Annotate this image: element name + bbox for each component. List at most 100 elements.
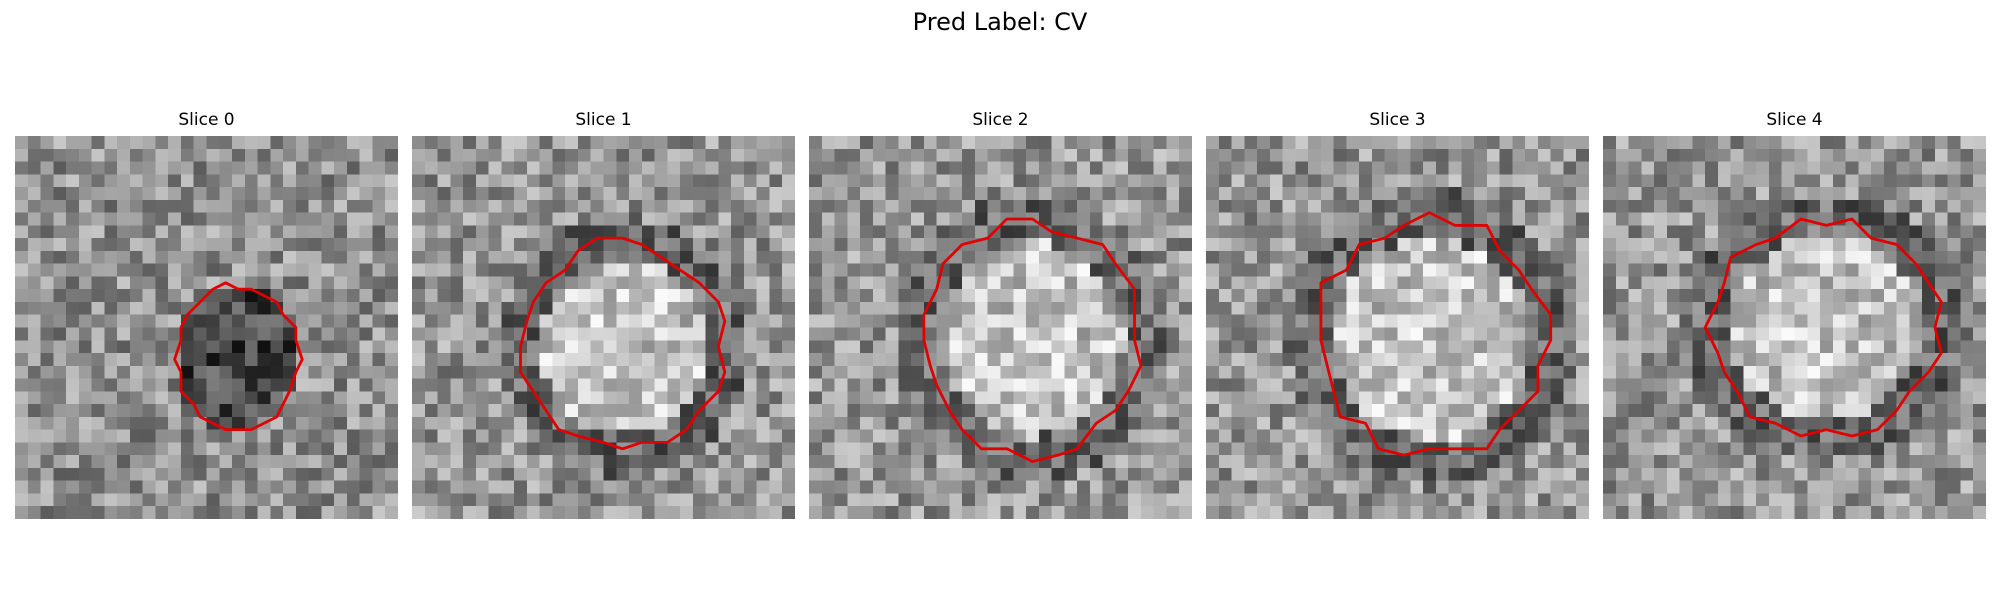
pixel	[1550, 238, 1564, 252]
pixel	[1807, 378, 1821, 392]
pixel	[1089, 174, 1103, 188]
pixel	[834, 161, 848, 175]
pixel	[1845, 467, 1859, 481]
pixel	[155, 289, 169, 303]
pixel	[1435, 161, 1449, 175]
pixel	[450, 250, 464, 264]
pixel	[1397, 199, 1411, 213]
pixel	[1576, 353, 1589, 367]
pixel	[1858, 493, 1872, 507]
pixel	[1820, 136, 1834, 150]
pixel	[577, 480, 591, 494]
pixel	[718, 416, 732, 430]
pixel	[923, 212, 937, 226]
pixel	[616, 148, 630, 162]
pixel	[1743, 148, 1757, 162]
pixel	[1807, 136, 1821, 150]
pixel	[1525, 148, 1539, 162]
pixel	[295, 136, 309, 150]
pixel	[1922, 263, 1936, 277]
pixel	[1474, 289, 1488, 303]
pixel	[949, 327, 963, 341]
pixel	[821, 161, 835, 175]
pixel	[359, 480, 373, 494]
pixel	[501, 467, 515, 481]
pixel	[1282, 212, 1296, 226]
pixel	[334, 442, 348, 456]
pixel	[385, 301, 398, 315]
pixel	[385, 480, 398, 494]
pixel	[654, 314, 668, 328]
pixel	[1333, 506, 1347, 519]
pixel	[257, 493, 271, 507]
pixel	[1474, 314, 1488, 328]
pixel	[1257, 493, 1271, 507]
pixel	[1743, 480, 1757, 494]
pixel	[53, 353, 67, 367]
pixel	[1218, 480, 1232, 494]
pixel	[1858, 289, 1872, 303]
pixel	[1576, 442, 1589, 456]
pixel	[718, 148, 732, 162]
pixel	[1563, 301, 1577, 315]
pixel	[27, 455, 41, 469]
pixel	[1244, 327, 1258, 341]
pixel	[641, 404, 655, 418]
pixel	[949, 493, 963, 507]
pixel	[769, 353, 783, 367]
pixel	[1397, 391, 1411, 405]
pixel	[1038, 199, 1052, 213]
pixel	[590, 289, 604, 303]
pixel	[1666, 327, 1680, 341]
pixel	[1064, 212, 1078, 226]
pixel	[1845, 238, 1859, 252]
pixel	[1013, 289, 1027, 303]
pixel	[1371, 314, 1385, 328]
pixel	[1051, 301, 1065, 315]
pixel	[1179, 238, 1192, 252]
pixel	[308, 212, 322, 226]
pixel	[1231, 161, 1245, 175]
pixel	[974, 314, 988, 328]
pixel	[1282, 289, 1296, 303]
pixel	[911, 429, 925, 443]
pixel	[295, 429, 309, 443]
pixel	[1333, 353, 1347, 367]
pixel	[1820, 506, 1834, 519]
pixel	[193, 225, 207, 239]
pixel	[295, 148, 309, 162]
pixel	[1512, 289, 1526, 303]
pixel	[1026, 187, 1040, 201]
pixel	[1333, 365, 1347, 379]
pixel	[1064, 391, 1078, 405]
pixel	[1346, 161, 1360, 175]
pixel	[1371, 289, 1385, 303]
pixel	[1615, 416, 1629, 430]
pixel	[1486, 340, 1500, 354]
pixel	[1603, 327, 1617, 341]
pixel	[565, 136, 579, 150]
pixel	[616, 301, 630, 315]
pixel	[885, 506, 899, 519]
pixel	[1206, 289, 1220, 303]
pixel	[257, 506, 271, 519]
pixel	[885, 327, 899, 341]
pixel	[898, 314, 912, 328]
pixel	[450, 263, 464, 277]
pixel	[1384, 480, 1398, 494]
pixel	[962, 442, 976, 456]
pixel	[565, 327, 579, 341]
pixel	[295, 301, 309, 315]
pixel	[437, 136, 451, 150]
pixel	[1077, 301, 1091, 315]
pixel	[1295, 455, 1309, 469]
pixel	[334, 493, 348, 507]
pixel	[1692, 365, 1706, 379]
pixel	[180, 212, 194, 226]
pixel	[1013, 250, 1027, 264]
pixel	[1410, 365, 1424, 379]
pixel	[206, 289, 220, 303]
pixel	[1525, 416, 1539, 430]
pixel	[463, 136, 477, 150]
pixel	[1679, 455, 1693, 469]
